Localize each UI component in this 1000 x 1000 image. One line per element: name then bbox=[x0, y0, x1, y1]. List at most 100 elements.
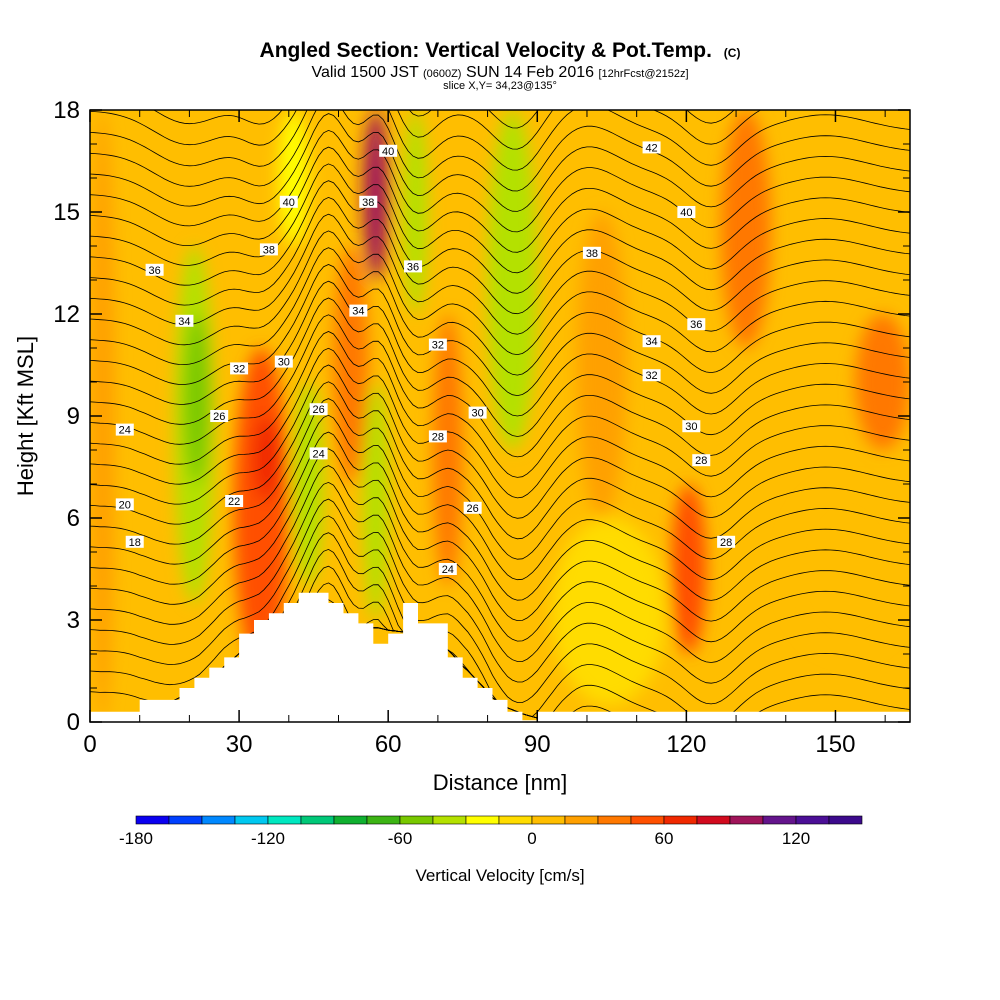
contour-label: 26 bbox=[463, 501, 482, 515]
contour-label-bg bbox=[115, 498, 134, 511]
contour-label-bg bbox=[145, 263, 164, 276]
chart-subtitle: Valid 1500 JST (0600Z) SUN 14 Feb 2016 [… bbox=[311, 64, 688, 81]
contour-label-text: 40 bbox=[680, 207, 692, 219]
contour-label-text: 36 bbox=[407, 261, 419, 273]
velocity-cell bbox=[671, 484, 707, 654]
contour-label: 36 bbox=[404, 260, 423, 273]
contour-label-bg bbox=[404, 260, 423, 273]
contour-label-bg bbox=[125, 535, 144, 548]
contour-label-bg bbox=[468, 406, 487, 419]
colorbar-swatch bbox=[333, 815, 368, 825]
contour-label: 42 bbox=[642, 141, 661, 154]
contour-label-text: 20 bbox=[119, 499, 131, 511]
velocity-cell bbox=[363, 382, 389, 620]
isotherm-line bbox=[90, 264, 910, 397]
contour-label-text: 28 bbox=[695, 455, 707, 467]
terrain bbox=[90, 592, 910, 722]
colorbar-tick-label: -60 bbox=[388, 829, 413, 848]
isotherm-line bbox=[90, 163, 910, 274]
contour-label-bg bbox=[230, 362, 249, 375]
contour-label-text: 34 bbox=[645, 336, 657, 348]
contour-label: 32 bbox=[230, 362, 249, 375]
contour-label-bg bbox=[428, 338, 447, 351]
isotherm-line bbox=[90, 448, 910, 622]
y-tick-label: 18 bbox=[53, 97, 80, 124]
contour-label-bg bbox=[428, 430, 447, 443]
contour-label-text: 38 bbox=[586, 248, 598, 260]
contour-label: 32 bbox=[642, 369, 661, 382]
contour-label-text: 30 bbox=[278, 357, 290, 369]
slice-label: slice X,Y= 34,23@135° bbox=[443, 80, 557, 92]
contour-label-text: 36 bbox=[148, 265, 160, 277]
isotherm-line bbox=[90, 196, 910, 315]
isotherm-line bbox=[90, 213, 910, 335]
contour-label: 38 bbox=[582, 246, 601, 260]
isotherm-line bbox=[90, 498, 910, 684]
contour-label: 26 bbox=[210, 410, 229, 423]
contour-label-bg bbox=[175, 314, 194, 327]
contour-label: 40 bbox=[379, 144, 398, 158]
velocity-cell bbox=[552, 518, 667, 705]
velocity-cell bbox=[184, 314, 210, 484]
contour-label-bg bbox=[642, 141, 661, 154]
x-tick-label: 60 bbox=[375, 731, 402, 758]
y-tick-label: 0 bbox=[67, 709, 80, 736]
isotherm-line bbox=[90, 465, 910, 643]
x-axis-label: Distance [nm] bbox=[433, 770, 568, 795]
contour-label: 22 bbox=[225, 495, 244, 508]
colorbar-swatch bbox=[432, 815, 467, 825]
colorbar-swatch bbox=[630, 815, 665, 825]
x-tick-label: 30 bbox=[226, 731, 253, 758]
contour-label: 26 bbox=[309, 403, 328, 416]
contour-label: 34 bbox=[175, 314, 194, 328]
contour-label-text: 38 bbox=[362, 197, 374, 209]
contour-label: 38 bbox=[359, 195, 378, 209]
contour-label-bg bbox=[463, 501, 482, 514]
isotherm-line bbox=[90, 180, 910, 294]
isotherm-line bbox=[90, 110, 910, 171]
colorbar-swatch bbox=[597, 815, 632, 825]
isotherm-line bbox=[90, 110, 910, 192]
isotherm-line bbox=[90, 331, 910, 478]
contour-label: 28 bbox=[717, 535, 736, 549]
contour-label-bg bbox=[687, 318, 706, 331]
contour-label-text: 24 bbox=[312, 448, 324, 460]
colorbar-swatch bbox=[300, 815, 335, 825]
contour-labels: 18 20 22 24 26 32 34 36 38 40 30 26 24 34 38 40 36 32 28 30… bbox=[115, 141, 736, 576]
contour-label-text: 30 bbox=[472, 408, 484, 420]
contour-label: 36 bbox=[687, 318, 706, 331]
contour-label-text: 22 bbox=[228, 496, 240, 508]
isotherm-line bbox=[90, 398, 910, 560]
velocity-cell bbox=[293, 382, 324, 586]
plot-area: 18 20 22 24 26 32 34 36 38 40 30 26 24 34 38 40 36 32 28 30… bbox=[90, 110, 910, 722]
colorbar: -180 -120 -60 0 60 120 bbox=[119, 815, 863, 848]
colorbar-swatch bbox=[465, 815, 500, 825]
isotherm-line bbox=[90, 431, 910, 601]
contour-label-text: 24 bbox=[442, 564, 454, 576]
contour-label-bg bbox=[115, 423, 134, 436]
chart-title: Angled Section: Vertical Velocity & Pot.… bbox=[260, 39, 741, 62]
colorbar-swatch bbox=[663, 815, 698, 825]
contour-label-bg bbox=[642, 369, 661, 382]
contour-label: 36 bbox=[145, 263, 164, 277]
contour-label-bg bbox=[438, 563, 457, 575]
velocity-cell bbox=[278, 110, 309, 246]
isotherm-line bbox=[90, 297, 910, 437]
isotherm-line bbox=[90, 113, 910, 212]
colorbar-swatch bbox=[399, 815, 434, 825]
contour-label: 28 bbox=[692, 454, 711, 467]
contour-label: 24 bbox=[115, 423, 134, 437]
contour-label-text: 34 bbox=[178, 316, 190, 328]
contour-label-text: 32 bbox=[432, 340, 444, 352]
contour-label: 24 bbox=[438, 563, 457, 576]
y-tick-label: 6 bbox=[67, 505, 80, 532]
contour-label: 30 bbox=[468, 406, 487, 420]
contour-label-text: 40 bbox=[283, 197, 295, 209]
contour-label-text: 28 bbox=[432, 431, 444, 443]
colorbar-swatch bbox=[366, 815, 401, 825]
contour-label-bg bbox=[279, 195, 298, 208]
contour-label-bg bbox=[309, 447, 328, 460]
isotherm-line bbox=[90, 414, 910, 581]
contour-label-text: 24 bbox=[119, 425, 131, 437]
